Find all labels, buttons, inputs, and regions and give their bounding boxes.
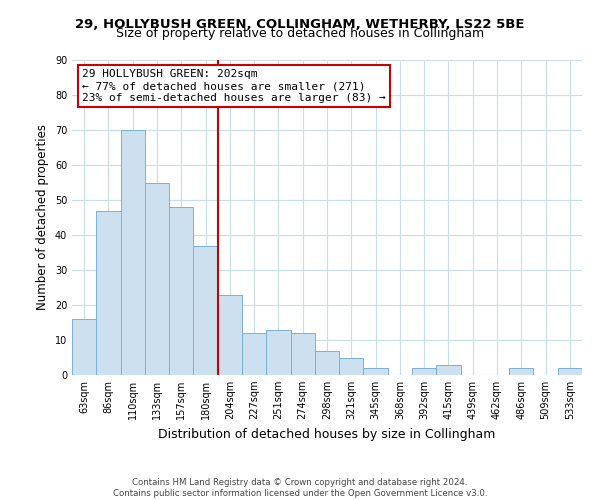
Bar xyxy=(315,350,339,375)
Bar xyxy=(145,182,169,375)
Bar xyxy=(242,333,266,375)
Bar xyxy=(558,368,582,375)
Bar xyxy=(364,368,388,375)
Bar xyxy=(509,368,533,375)
Text: Contains HM Land Registry data © Crown copyright and database right 2024.
Contai: Contains HM Land Registry data © Crown c… xyxy=(113,478,487,498)
Bar xyxy=(339,358,364,375)
Bar xyxy=(412,368,436,375)
Y-axis label: Number of detached properties: Number of detached properties xyxy=(36,124,49,310)
Bar xyxy=(193,246,218,375)
Text: 29 HOLLYBUSH GREEN: 202sqm
← 77% of detached houses are smaller (271)
23% of sem: 29 HOLLYBUSH GREEN: 202sqm ← 77% of deta… xyxy=(82,70,386,102)
Bar xyxy=(169,207,193,375)
Bar xyxy=(121,130,145,375)
Text: 29, HOLLYBUSH GREEN, COLLINGHAM, WETHERBY, LS22 5BE: 29, HOLLYBUSH GREEN, COLLINGHAM, WETHERB… xyxy=(75,18,525,30)
Text: Size of property relative to detached houses in Collingham: Size of property relative to detached ho… xyxy=(116,28,484,40)
X-axis label: Distribution of detached houses by size in Collingham: Distribution of detached houses by size … xyxy=(158,428,496,440)
Bar xyxy=(266,330,290,375)
Bar xyxy=(72,319,96,375)
Bar xyxy=(218,294,242,375)
Bar xyxy=(436,364,461,375)
Bar xyxy=(290,333,315,375)
Bar xyxy=(96,210,121,375)
